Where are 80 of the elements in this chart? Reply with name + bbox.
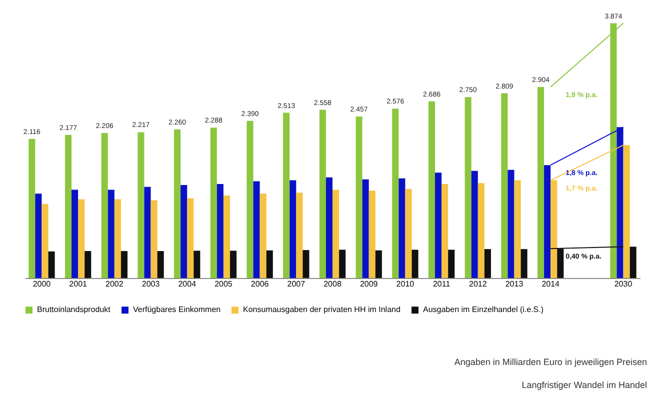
bar [216,184,224,278]
bar [48,251,55,278]
x-tick-label: 2009 [360,280,378,288]
x-tick-label: 2030 [614,280,633,288]
bar [72,190,78,278]
x-tick-label: 2003 [142,280,160,288]
bar [230,250,237,278]
text: Angaben in Milliarden Euro in jeweiligen Preisen [454,357,647,367]
bar [194,250,200,278]
legend-label: Konsumausgaben der privaten HH im Inland [243,305,400,314]
x-tick-label: 2002 [106,280,124,288]
bar [471,170,478,278]
bar [266,250,273,278]
bar [296,192,303,278]
legend-label: Verfügbares Einkommen [133,305,221,314]
text: Langfristiger Wandel im Handel [522,380,647,390]
bar [260,194,266,278]
x-tick-label: 2004 [178,280,197,288]
x-tick-label: 2012 [468,280,488,288]
bar [448,250,455,278]
bar [150,200,158,278]
x-tick-label: 2000 [32,280,52,288]
legend-label: Ausgaben im Einzelhandel (i.e.S.) [423,305,544,314]
x-tick-label: 2010 [396,280,415,288]
x-tick-label: 2008 [324,280,342,288]
x-tick-label: 2007 [287,280,306,288]
bar [180,185,188,278]
bar [28,138,36,278]
bar [78,199,85,278]
bar [508,170,514,278]
bar [630,246,636,278]
bar [283,112,290,278]
bar [157,251,164,278]
x-tick-label: 2013 [505,280,524,288]
bar [253,181,260,278]
legend-label: Bruttoinlandsprodukt [37,305,112,314]
bar [332,190,340,278]
bar [362,179,369,278]
bar [442,184,448,278]
bar [464,97,472,278]
bar [174,129,181,278]
bar [319,110,326,278]
bar [412,250,418,278]
bar [375,250,382,278]
bar [339,250,346,278]
bar [514,180,521,278]
bar [290,180,296,278]
bar [64,134,72,278]
x-tick-label: 2001 [69,280,88,288]
bar [405,188,412,278]
bar [435,172,442,278]
bar [428,101,435,278]
x-tick-label: 2006 [250,280,270,288]
bar [84,251,92,278]
bar [108,190,114,278]
bar [484,249,491,278]
bar [223,195,230,278]
bar [120,251,128,278]
bar [187,198,194,278]
x-tick-label: 2005 [214,280,233,288]
bar [144,186,151,278]
bar [392,108,399,278]
bar [356,116,362,278]
bar [138,132,144,278]
bar [210,128,217,278]
bar [368,190,376,278]
bar [520,249,528,278]
bar [302,250,310,278]
bar [326,177,332,278]
bar [398,178,406,278]
bar [35,194,42,278]
x-tick-label: 2014 [542,280,560,288]
bar [478,183,484,278]
bar [538,87,544,278]
bar [114,199,121,278]
bar [246,120,254,278]
bar [101,132,108,278]
bar [42,204,48,278]
bar [501,93,508,278]
x-tick-label: 2011 [432,280,451,288]
